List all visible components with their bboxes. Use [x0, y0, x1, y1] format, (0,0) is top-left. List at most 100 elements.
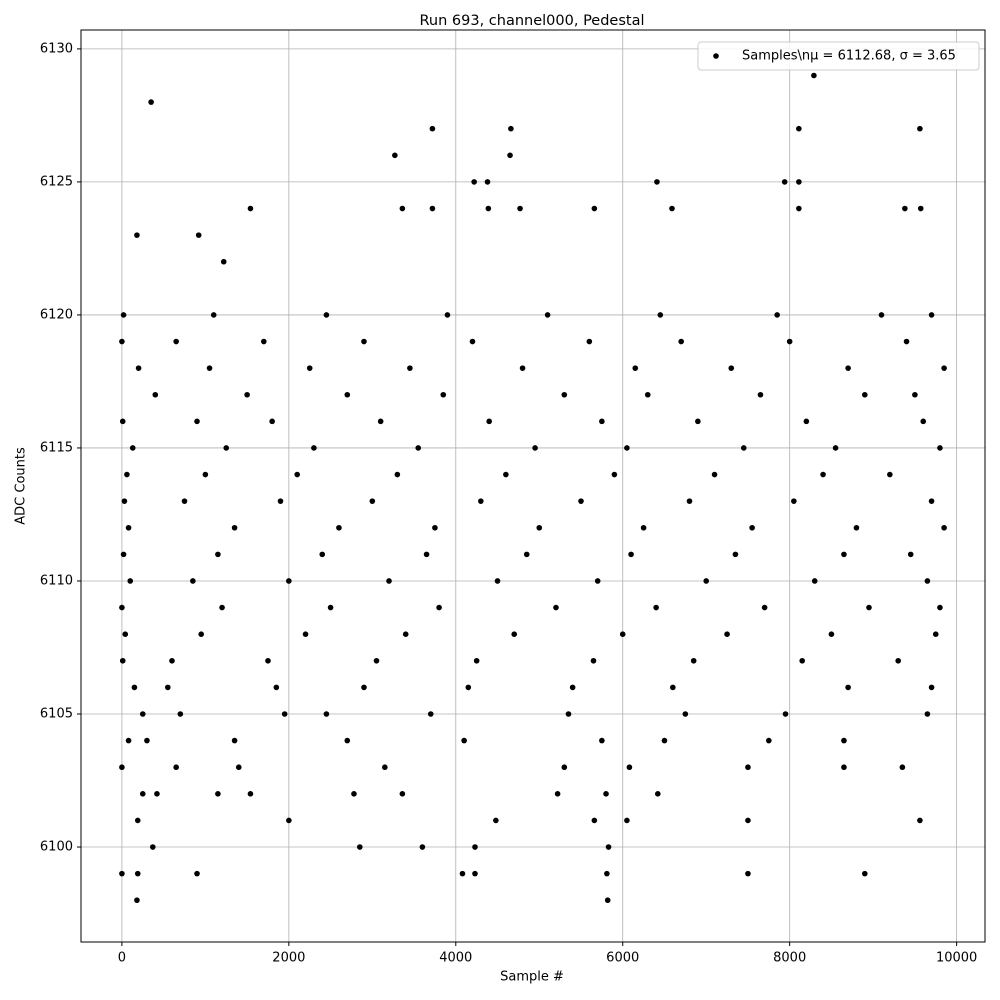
point — [427, 711, 434, 717]
point — [469, 338, 476, 345]
point — [782, 711, 789, 717]
point — [907, 551, 914, 558]
point — [599, 418, 605, 425]
point — [554, 791, 561, 797]
point — [235, 764, 242, 771]
point — [190, 578, 196, 584]
point — [148, 99, 154, 105]
point — [219, 604, 225, 611]
point — [928, 684, 935, 691]
y-tick-label: 6105 — [40, 707, 73, 722]
point — [862, 391, 868, 398]
point — [119, 604, 125, 611]
point — [832, 445, 839, 451]
point — [265, 657, 271, 664]
point — [796, 179, 802, 185]
point — [472, 870, 478, 877]
point — [669, 205, 675, 212]
point — [465, 684, 472, 691]
point — [165, 684, 171, 691]
point — [511, 631, 518, 637]
point — [134, 870, 141, 877]
point — [895, 657, 901, 664]
y-tick-label: 6110 — [40, 573, 73, 588]
point — [603, 791, 609, 797]
point — [125, 524, 132, 531]
point — [223, 445, 230, 451]
point — [134, 817, 141, 824]
point — [134, 897, 140, 904]
point — [928, 312, 935, 318]
point — [544, 312, 551, 318]
point — [471, 179, 477, 185]
point — [323, 312, 330, 318]
point — [231, 524, 238, 531]
point — [565, 711, 572, 717]
point — [887, 471, 893, 478]
x-tick-label: 4000 — [439, 951, 472, 966]
point — [119, 338, 125, 345]
point — [845, 365, 851, 371]
point — [532, 445, 538, 451]
point — [917, 817, 923, 824]
point — [382, 764, 388, 771]
point — [120, 551, 127, 558]
point — [195, 232, 202, 238]
point — [281, 711, 288, 717]
point — [294, 471, 300, 478]
point — [429, 205, 436, 212]
point — [828, 631, 835, 637]
point — [599, 737, 605, 744]
point — [866, 604, 872, 611]
point — [912, 391, 918, 398]
point — [344, 391, 351, 398]
y-tick-label: 6120 — [40, 307, 73, 322]
point — [796, 205, 802, 212]
point — [286, 578, 292, 584]
point — [902, 205, 908, 212]
point — [356, 844, 363, 850]
point — [119, 870, 125, 877]
point — [247, 791, 254, 797]
point — [937, 445, 943, 451]
point — [436, 604, 442, 611]
point — [695, 418, 701, 425]
point — [306, 365, 313, 371]
point — [119, 657, 126, 664]
point — [508, 125, 514, 132]
point — [244, 391, 250, 398]
point — [745, 817, 751, 824]
point — [690, 657, 697, 664]
point — [711, 471, 718, 478]
point — [594, 578, 601, 584]
point — [517, 205, 523, 212]
point — [415, 445, 422, 451]
point — [740, 445, 747, 451]
point — [899, 764, 906, 771]
point — [791, 498, 797, 504]
point — [670, 684, 676, 691]
point — [121, 498, 128, 504]
point — [440, 391, 447, 398]
point — [619, 631, 626, 637]
point — [144, 737, 150, 744]
y-axis-label: ADC Counts — [14, 447, 29, 525]
point — [561, 391, 568, 398]
point — [402, 631, 409, 637]
point — [917, 205, 924, 212]
point — [181, 498, 188, 504]
point — [682, 711, 689, 717]
point — [269, 418, 275, 425]
point — [657, 312, 664, 318]
point — [745, 764, 751, 771]
point — [786, 338, 793, 345]
point — [796, 125, 802, 132]
point — [941, 524, 947, 531]
y-tick-label: 6100 — [40, 840, 73, 855]
point — [129, 445, 136, 451]
point — [841, 764, 847, 771]
point — [152, 391, 159, 398]
point — [845, 684, 851, 691]
point — [399, 205, 406, 212]
point — [194, 870, 200, 877]
